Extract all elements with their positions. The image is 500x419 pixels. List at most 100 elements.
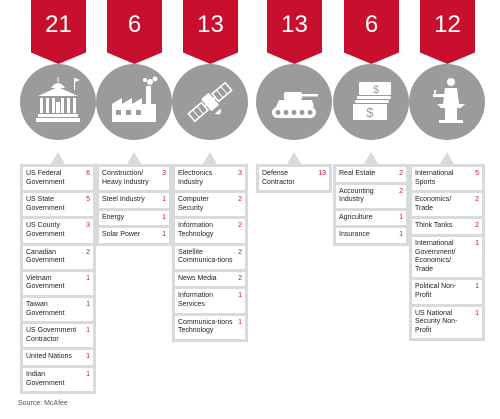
breakdown-item-label: Agriculture (339, 213, 373, 221)
breakdown-item: Steel Industry 1 (99, 193, 169, 208)
breakdown-item: Information Technology 2 (175, 219, 245, 243)
breakdown-item-value: 1 (86, 353, 90, 361)
breakdown-item-label: US Government Contractor (26, 327, 77, 343)
sector-icon-circle (333, 64, 409, 140)
breakdown-item-value: 2 (399, 170, 403, 177)
breakdown-item: Insurance 1 (336, 228, 406, 243)
breakdown-item-label: Construction/ Heavy Industry (102, 170, 149, 186)
sector-breakdown-panel: Real Estate 2 Accounting Industry 2 Agricult… (333, 152, 409, 246)
sector-icon-circle (409, 64, 485, 140)
sector-breakdown-panel: Construction/ Heavy Industry 3 Steel Indus… (96, 152, 172, 246)
breakdown-item-label: Electronics Industry (178, 170, 213, 186)
breakdown-item-label: Communica-tions Technology (178, 318, 233, 335)
breakdown-item-value: 1 (86, 274, 90, 282)
breakdown-item-label: Real Estate (339, 170, 376, 177)
breakdown-item-label: Accounting Industry (339, 187, 374, 204)
breakdown-item: Construction/ Heavy Industry 3 (99, 167, 169, 191)
breakdown-item-label: US State Government (26, 196, 65, 212)
breakdown-item-value: 1 (475, 309, 479, 317)
sector-breakdown-panel: International Sports 5 Economics/ Trade 2 Th… (409, 151, 485, 342)
breakdown-item-value: 1 (86, 327, 90, 335)
breakdown-item: Taiwan Government 1 (23, 297, 93, 322)
breakdown-item: Real Estate 2 (336, 167, 406, 182)
sector-total-banner: 21 (31, 0, 86, 64)
breakdown-item-label: Political Non-Profit (415, 283, 457, 299)
breakdown-item-value: 1 (238, 292, 242, 300)
breakdown-item-value: 2 (238, 196, 242, 204)
breakdown-item: US Federal Government 6 (23, 167, 93, 191)
breakdown-item: Satellite Communica-tions 2 (175, 245, 245, 269)
breakdown-item-label: Solar Power (102, 231, 141, 239)
breakdown-item: International Sports 5 (412, 167, 482, 191)
breakdown-item-value: 13 (318, 170, 326, 177)
breakdown-item: Solar Power 1 (99, 228, 169, 243)
breakdown-item-label: US National Security Non-Profit (415, 309, 458, 334)
breakdown-item-label: US Federal Government (26, 170, 65, 186)
sector-total-banner: 6 (107, 0, 162, 64)
tank-icon (272, 92, 318, 118)
breakdown-item: Think Tanks 2 (412, 219, 482, 234)
breakdown-item-value: 3 (238, 170, 242, 177)
breakdown-item: Computer Security 2 (175, 193, 245, 217)
breakdown-item-value: 2 (238, 274, 242, 282)
breakdown-item: US State Government 5 (23, 193, 93, 217)
breakdown-item: US National Security Non-Profit 1 (412, 306, 482, 339)
breakdown-item-value: 1 (86, 370, 90, 378)
sector-breakdown-panel: US Federal Government 6 US State Governmen… (20, 151, 96, 395)
breakdown-item: International Government/ Economics/ Tra… (412, 236, 482, 278)
breakdown-item-label: Canadian Government (26, 248, 65, 265)
breakdown-item: Indian Government 1 (23, 367, 93, 392)
breakdown-item-value: 2 (86, 248, 90, 256)
breakdown-item-label: Vietnam Government (26, 274, 65, 291)
breakdown-item: Vietnam Government 1 (23, 271, 93, 295)
sector-total-banner: 13 (267, 0, 322, 64)
breakdown-item: US Government Contractor 1 (23, 324, 93, 348)
speaker-podium-icon (433, 78, 465, 123)
breakdown-item: Information Services 1 (175, 289, 245, 313)
breakdown-item-value: 2 (238, 222, 242, 230)
sector-breakdown-panel: Defense Contractor 13 (256, 151, 332, 194)
breakdown-item-label: US County Government (26, 222, 65, 238)
source-note: Source: McAfee (18, 400, 68, 407)
breakdown-item-value: 5 (86, 196, 90, 204)
breakdown-item-value: 6 (86, 170, 90, 177)
sector-icon-circle (96, 64, 172, 140)
breakdown-item: Accounting Industry 2 (336, 184, 406, 208)
breakdown-item-value: 5 (475, 170, 479, 177)
breakdown-item-label: Think Tanks (415, 222, 453, 230)
breakdown-item-value: 1 (162, 231, 166, 239)
factory-icon (112, 76, 158, 122)
sector-icon-circle (256, 64, 332, 140)
breakdown-item: Political Non-Profit 1 (412, 280, 482, 304)
breakdown-item-label: Information Technology (178, 222, 214, 238)
breakdown-item: Energy 1 (99, 210, 169, 226)
breakdown-item-value: 2 (475, 222, 479, 230)
sector-icon-circle (20, 64, 96, 140)
breakdown-item-value: 2 (475, 196, 479, 204)
breakdown-item-value: 1 (399, 231, 403, 239)
breakdown-item-value: 3 (86, 222, 90, 230)
breakdown-item: Canadian Government 2 (23, 245, 93, 269)
sector-total-banner: 13 (183, 0, 238, 64)
breakdown-item: Defense Contractor 13 (259, 167, 329, 191)
breakdown-item-label: Steel Industry (102, 196, 145, 204)
breakdown-item: US County Government 3 (23, 219, 93, 243)
breakdown-item-label: Taiwan Government (26, 300, 65, 317)
money-icon (353, 82, 391, 120)
breakdown-item-label: News Media (178, 274, 217, 282)
breakdown-item-value: 2 (238, 248, 242, 256)
breakdown-item-label: Economics/ Trade (415, 196, 452, 212)
breakdown-item-value: 1 (238, 318, 242, 326)
breakdown-item-value: 1 (86, 300, 90, 308)
breakdown-item-label: Satellite Communica-tions (178, 248, 233, 265)
breakdown-item-value: 1 (162, 196, 166, 204)
breakdown-item-value: 3 (162, 170, 166, 177)
breakdown-item-value: 1 (399, 213, 403, 221)
breakdown-item-label: Information Services (178, 292, 214, 308)
sector-total-banner: 12 (420, 0, 475, 64)
breakdown-item: Economics/ Trade 2 (412, 193, 482, 217)
breakdown-item-value: 1 (475, 239, 479, 247)
breakdown-item-label: Computer Security (178, 196, 209, 212)
breakdown-item-value: 1 (475, 283, 479, 291)
breakdown-item: Electronics Industry 3 (175, 167, 245, 191)
